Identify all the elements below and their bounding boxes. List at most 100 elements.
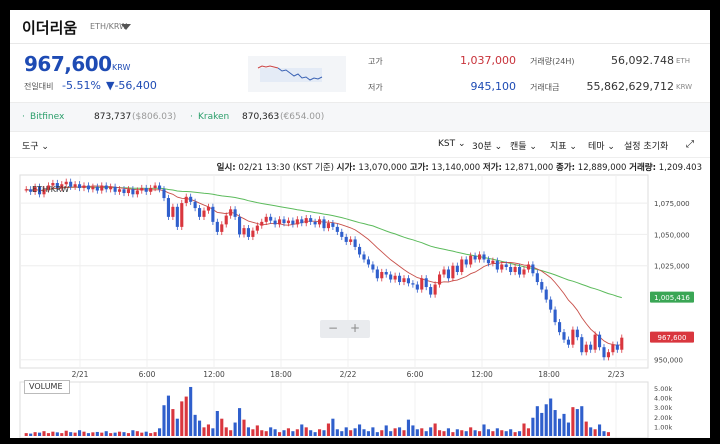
volume-bar	[318, 429, 322, 436]
current-price: 967,600	[24, 52, 112, 76]
volume-tick-label: 5.00k	[654, 385, 672, 393]
volume-bar	[580, 406, 584, 436]
volume-bar	[131, 430, 135, 436]
volume-bar	[64, 430, 68, 436]
volume24h-label: 거래량(24H)	[530, 57, 575, 66]
expand-icon[interactable]: ⤢	[686, 139, 694, 150]
volume-bar	[300, 424, 304, 436]
volume-bar	[415, 429, 419, 436]
candle-body	[371, 264, 375, 270]
candle-body	[246, 228, 250, 237]
volume-bar	[242, 419, 246, 436]
candlestick-chart[interactable]: ETH/KRW 1,075,000 1,050,000 1,025,000 950,0…	[10, 170, 710, 438]
candle-body	[566, 339, 570, 345]
volume-bar	[46, 433, 50, 436]
volume-bar	[113, 432, 117, 436]
info-low-label: 저가:	[482, 163, 502, 173]
chevron-down-icon[interactable]	[121, 24, 131, 30]
volume-bar	[540, 412, 544, 436]
candle-body	[398, 275, 402, 283]
candle-body	[326, 223, 330, 229]
x-tick-label: 6:00	[139, 370, 156, 379]
volume-bar	[593, 429, 597, 436]
candle-body	[358, 246, 362, 255]
candle-body	[318, 219, 322, 225]
candle-body	[46, 185, 50, 190]
zoom-out-button[interactable]: −	[328, 321, 339, 335]
sparkline-chart	[248, 56, 346, 92]
volume-bar	[513, 432, 517, 436]
candle-body	[220, 224, 224, 232]
candle-body	[602, 347, 606, 358]
volume-bar	[326, 423, 330, 436]
volume-bar	[353, 428, 357, 436]
timezone-select[interactable]: KST ⌄	[438, 139, 466, 149]
volume-bar	[362, 429, 366, 436]
change-label: 전일대비	[24, 82, 54, 91]
candle-body	[126, 189, 130, 194]
candle-body	[495, 260, 499, 270]
candle-body	[180, 203, 184, 227]
volume-bar	[180, 401, 184, 436]
volume-bar	[149, 433, 153, 436]
interval-select[interactable]: 30분 ⌄	[472, 142, 503, 152]
candle-body	[380, 272, 384, 279]
candle-body	[482, 254, 486, 260]
volume-bar	[153, 432, 157, 436]
candle-body	[175, 206, 179, 227]
indicator-select[interactable]: 지표 ⌄	[550, 142, 577, 152]
volume-bar	[78, 430, 82, 436]
volume-bar	[535, 406, 539, 436]
candle-body	[526, 264, 530, 270]
candle-body	[473, 255, 477, 260]
candle-body	[464, 259, 468, 265]
candle-select[interactable]: 캔들 ⌄	[510, 142, 537, 152]
exchange-name-bitfinex[interactable]: Bitfinex	[30, 112, 65, 122]
volume-bar	[144, 431, 148, 436]
candle-body	[42, 189, 46, 195]
zoom-in-button[interactable]: +	[350, 321, 361, 335]
volume-bar	[429, 427, 433, 436]
candle-body	[433, 284, 437, 295]
amount-label: 거래대금	[530, 83, 560, 92]
volume-bar	[526, 428, 530, 436]
volume-bar	[438, 430, 442, 436]
candle-body	[149, 188, 153, 192]
volume-bar	[264, 431, 268, 436]
volume-bar	[544, 404, 548, 436]
info-close-label: 종가:	[556, 163, 576, 173]
candle-body	[504, 264, 508, 267]
volume-bar	[393, 428, 397, 436]
volume-bar	[33, 432, 37, 436]
x-tick-label: 18:00	[538, 370, 560, 379]
candle-body	[509, 266, 513, 272]
candle-body	[60, 184, 64, 189]
volume-bar	[55, 432, 59, 436]
candle-body	[55, 183, 59, 189]
theme-select[interactable]: 테마 ⌄	[588, 142, 615, 152]
reset-settings-button[interactable]: 설정 초기화	[624, 142, 669, 152]
exchange-name-kraken[interactable]: Kraken	[198, 112, 230, 122]
amount-unit: KRW	[676, 83, 693, 91]
info-low-value: 12,871,000	[504, 163, 554, 173]
candle-body	[402, 278, 406, 283]
volume-bar	[140, 432, 144, 436]
candle-body	[82, 185, 86, 189]
candle-body	[615, 344, 619, 350]
candle-body	[233, 209, 237, 217]
volume-bar	[389, 431, 393, 436]
volume-bar	[313, 432, 317, 436]
volume-bar	[206, 424, 210, 436]
coin-title: 이더리움	[22, 19, 78, 37]
candle-body	[562, 332, 566, 340]
candle-body	[135, 190, 139, 195]
tools-menu[interactable]: 도구 ⌄	[22, 142, 49, 152]
volume-bar	[558, 418, 562, 436]
candle-body	[29, 189, 33, 192]
candle-body	[158, 185, 162, 190]
exchange-strip: · Bitfinex 873,737 ($806.03) · Kraken 87…	[10, 102, 710, 132]
volume-bar	[122, 432, 126, 436]
candle-body	[260, 221, 264, 226]
volume-bar	[118, 431, 122, 436]
candle-body	[171, 206, 175, 217]
